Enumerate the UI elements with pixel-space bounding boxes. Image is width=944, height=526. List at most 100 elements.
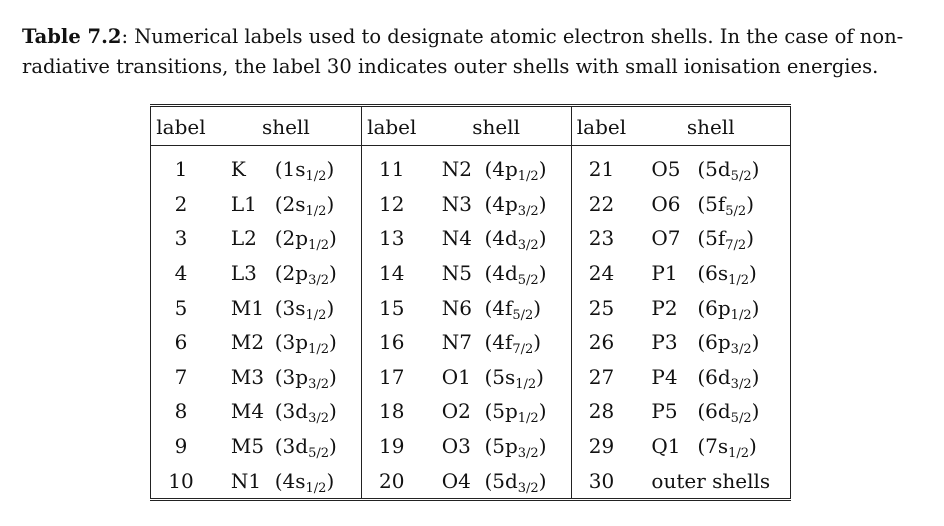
- orbital-text: (3p: [274, 364, 309, 389]
- orbital-cell: (6p3/2): [697, 324, 791, 360]
- label-cell: 3: [150, 221, 211, 256]
- label-cell: 20: [360, 463, 422, 498]
- orbital-close-paren: ): [751, 399, 760, 424]
- orbital-cell: (7s1/2): [697, 428, 791, 464]
- shell-name-cell: M1: [230, 295, 265, 320]
- orbital-close-paren: ): [751, 330, 760, 355]
- orbital-subscript: 1/2: [517, 169, 539, 185]
- orbital-text: (6d: [697, 364, 731, 389]
- orbital-cell: (3p1/2): [275, 325, 361, 360]
- orbital-close-paren: ): [538, 468, 547, 493]
- orbital-close-paren: ): [749, 261, 757, 286]
- orbital-cell: (6d5/2): [697, 394, 791, 429]
- orbital-close-paren: ): [328, 364, 337, 389]
- orbital-close-paren: ): [328, 261, 337, 286]
- orbital-cell: (5f5/2): [697, 186, 791, 222]
- label-cell: 30: [570, 463, 632, 498]
- orbital-cell: (5f7/2): [697, 221, 791, 256]
- orbital-text: (6s: [697, 261, 729, 286]
- orbital-subscript: 3/2: [517, 480, 539, 496]
- shell-name-cell: O3: [441, 434, 471, 459]
- orbital-text: (4d: [484, 226, 518, 251]
- orbital-subscript: 1/2: [305, 480, 327, 496]
- orbital-text: (5p: [484, 399, 518, 424]
- orbital-close-paren: ): [538, 226, 547, 251]
- table-header-row: label shell label shell label shell: [150, 107, 791, 146]
- orbital-text: (7s: [697, 434, 729, 459]
- orbital-text: (5p: [484, 434, 518, 459]
- orbital-close-paren: ): [328, 330, 337, 355]
- shell-table-container: label shell label shell label shell 1 K (1…: [150, 104, 791, 501]
- table-row: 7 M3 (3p3/2) 17 O1 (5s1/2) 27 P4 (6d3/2): [150, 359, 791, 395]
- label-cell: 25: [570, 290, 632, 325]
- header-shell: shell: [421, 107, 571, 146]
- label-cell: 14: [360, 255, 422, 291]
- table-row: 9 M5 (3d5/2) 19 O3 (5p3/2) 29 Q1 (7s1/2): [150, 428, 791, 464]
- label-cell: 12: [360, 186, 422, 222]
- orbital-subscript: 1/2: [305, 307, 327, 323]
- orbital-cell: (6s1/2): [697, 255, 791, 291]
- orbital-text: (3s: [274, 295, 306, 320]
- orbital-subscript: 1/2: [517, 411, 539, 427]
- orbital-close-paren: ): [326, 295, 335, 320]
- orbital-subscript: 1/2: [308, 238, 329, 254]
- shell-name-cell: O1: [441, 364, 471, 389]
- label-cell: 8: [150, 394, 211, 429]
- orbital-cell: (4d3/2): [484, 221, 570, 256]
- orbital-subscript: 5/2: [517, 273, 539, 289]
- orbital-text: (2s: [274, 191, 306, 216]
- label-cell: 5: [150, 290, 211, 325]
- orbital-subscript: 7/2: [725, 238, 747, 254]
- orbital-subscript: 5/2: [730, 169, 752, 185]
- shell-name-cell: M3: [230, 364, 265, 389]
- orbital-text: (3p: [274, 330, 309, 355]
- shell-name-cell: N3: [441, 191, 472, 216]
- shell-name-cell: P2: [651, 295, 678, 320]
- header-label: label: [570, 107, 632, 146]
- orbital-cell: (6d3/2): [697, 359, 791, 395]
- orbital-cell: (4s1/2): [275, 463, 361, 498]
- orbital-cell: (5p3/2): [484, 429, 570, 464]
- shell-cell: outer shells: [631, 463, 791, 498]
- orbital-subscript: 3/2: [308, 273, 329, 289]
- orbital-text: (4p: [484, 157, 518, 182]
- orbital-close-paren: ): [751, 364, 760, 389]
- orbital-close-paren: ): [538, 191, 547, 216]
- orbital-cell: (5d5/2): [697, 146, 791, 187]
- shell-name-cell: N2: [441, 157, 472, 182]
- table-row: 3 L2 (2p1/2) 13 N4 (4d3/2) 23 O7 (5f7/2): [150, 221, 791, 256]
- shell-name-cell: M5: [230, 434, 265, 459]
- orbital-subscript: 5/2: [512, 307, 534, 323]
- orbital-close-paren: ): [538, 399, 547, 424]
- orbital-text: (5d: [484, 468, 518, 493]
- orbital-subscript: 7/2: [512, 342, 534, 358]
- orbital-close-paren: ): [538, 434, 547, 459]
- label-cell: 21: [570, 146, 632, 187]
- orbital-text: (4f: [484, 330, 513, 355]
- orbital-close-paren: ): [538, 261, 547, 286]
- label-cell: 26: [570, 324, 632, 360]
- orbital-cell: (3d3/2): [275, 394, 361, 429]
- orbital-subscript: 1/2: [728, 273, 750, 289]
- orbital-cell: (4f5/2): [484, 290, 570, 325]
- orbital-close-paren: ): [326, 157, 335, 182]
- caption-label: Table 7.2: [22, 25, 122, 48]
- header-label: label: [150, 107, 211, 146]
- orbital-text: (6p: [697, 295, 731, 320]
- orbital-close-paren: ): [328, 434, 337, 459]
- orbital-text: (5s: [484, 364, 516, 389]
- orbital-subscript: 1/2: [515, 376, 537, 392]
- orbital-text: (1s: [274, 157, 306, 182]
- orbital-text: (5f: [697, 191, 726, 216]
- shell-name-cell: P3: [651, 330, 678, 355]
- label-cell: 16: [360, 324, 422, 360]
- table-row: 2 L1 (2s1/2) 12 N3 (4p3/2) 22 O6 (5f5/2): [150, 186, 791, 222]
- orbital-subscript: 3/2: [517, 446, 539, 462]
- orbital-text: (6p: [697, 330, 731, 355]
- table-row: 6 M2 (3p1/2) 16 N7 (4f7/2) 26 P3 (6p3/2): [150, 324, 791, 360]
- shell-name-cell: O6: [651, 191, 681, 216]
- label-cell: 2: [150, 186, 211, 222]
- orbital-text: (6d: [697, 399, 731, 424]
- header-shell: shell: [631, 107, 791, 146]
- orbital-text: (3d: [274, 434, 309, 459]
